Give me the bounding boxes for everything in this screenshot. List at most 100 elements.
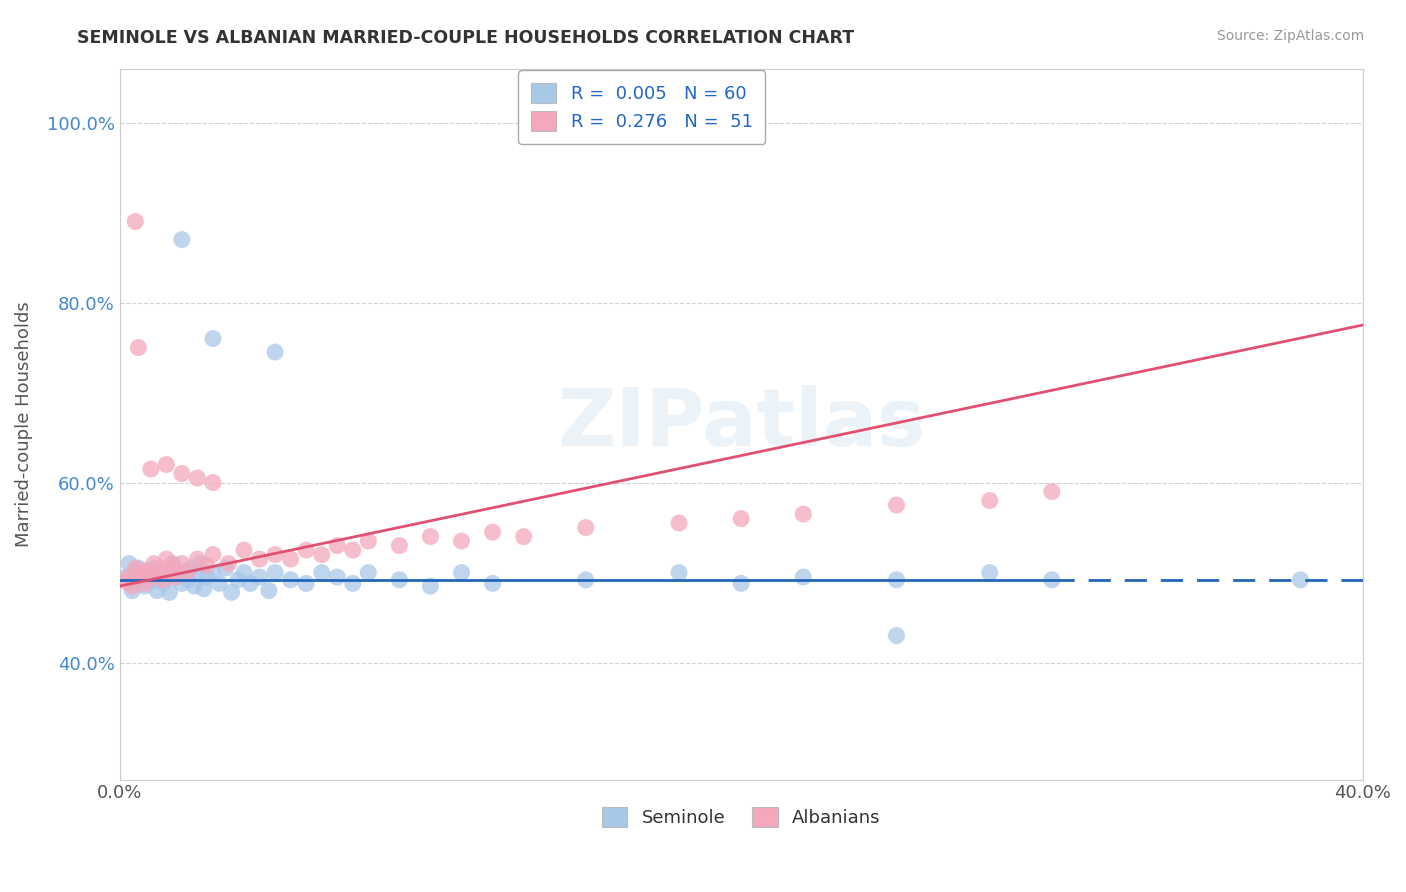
Point [177,564,200,578]
Text: SEMINOLE VS ALBANIAN MARRIED-COUPLE HOUSEHOLDS CORRELATION CHART: SEMINOLE VS ALBANIAN MARRIED-COUPLE HOUS… [77,29,855,46]
Point [186,567,208,582]
Point [149,570,172,584]
Point [142,561,165,575]
Point [134,576,156,591]
Point [170,576,193,591]
Point [177,573,200,587]
Point [159,585,181,599]
Point [264,566,287,580]
Point [1289,573,1312,587]
Point [481,576,503,591]
Point [124,574,146,589]
Point [792,507,814,521]
Point [162,557,184,571]
Y-axis label: Married-couple Households: Married-couple Households [15,301,32,547]
Point [118,557,141,571]
Point [730,576,752,591]
Point [121,579,143,593]
Point [388,573,411,587]
Point [233,566,256,580]
Legend: Seminole, Albanians: Seminole, Albanians [595,800,887,835]
Point [201,548,224,562]
Point [201,332,224,346]
Point [165,570,187,584]
Point [886,498,908,512]
Point [149,561,172,575]
Point [201,475,224,490]
Point [201,566,224,580]
Point [121,583,143,598]
Point [170,233,193,247]
Point [249,570,271,584]
Point [221,585,243,599]
Point [792,570,814,584]
Point [131,570,153,584]
Point [668,566,690,580]
Point [186,471,208,485]
Point [115,570,138,584]
Point [170,557,193,571]
Point [419,530,441,544]
Point [257,583,280,598]
Point [481,525,503,540]
Point [183,579,205,593]
Point [575,573,598,587]
Point [214,561,236,575]
Point [170,467,193,481]
Point [326,539,349,553]
Point [886,629,908,643]
Point [159,566,181,580]
Point [668,516,690,530]
Point [146,583,169,598]
Point [280,552,302,566]
Point [295,576,318,591]
Point [280,573,302,587]
Point [311,566,333,580]
Point [155,458,177,472]
Point [139,570,162,584]
Point [979,566,1001,580]
Point [195,558,218,573]
Point [249,552,271,566]
Point [180,561,202,575]
Point [357,534,380,549]
Point [124,214,146,228]
Point [155,564,177,578]
Point [115,574,138,589]
Point [136,564,159,578]
Point [152,576,174,591]
Point [136,566,159,580]
Point [142,557,165,571]
Point [139,462,162,476]
Point [512,530,534,544]
Point [174,566,197,580]
Point [134,579,156,593]
Point [575,520,598,534]
Point [127,561,149,575]
Text: ZIPatlas: ZIPatlas [557,385,925,463]
Point [1040,573,1063,587]
Point [979,493,1001,508]
Point [124,566,146,580]
Point [357,566,380,580]
Point [139,574,162,589]
Point [193,582,215,596]
Point [218,557,240,571]
Point [326,570,349,584]
Point [233,543,256,558]
Point [239,576,262,591]
Point [208,576,231,591]
Point [195,570,218,584]
Point [730,511,752,525]
Point [886,573,908,587]
Point [127,570,149,584]
Point [124,561,146,575]
Point [162,558,184,573]
Point [165,570,187,584]
Point [295,543,318,558]
Point [419,579,441,593]
Text: Source: ZipAtlas.com: Source: ZipAtlas.com [1216,29,1364,43]
Point [311,548,333,562]
Point [342,543,364,558]
Point [155,552,177,566]
